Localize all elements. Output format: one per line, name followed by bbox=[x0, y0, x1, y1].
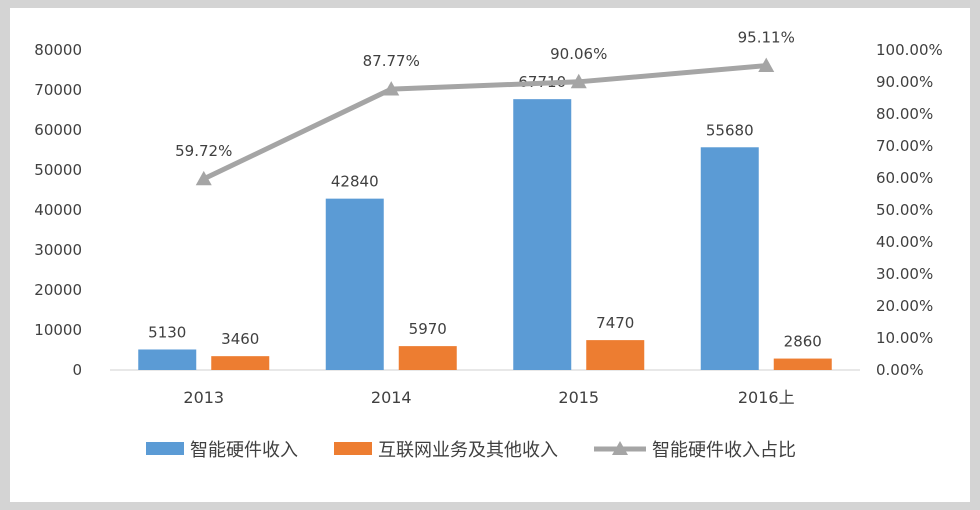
bar-data-label: 3460 bbox=[221, 330, 259, 348]
bar-data-label: 42840 bbox=[331, 173, 379, 191]
x-tick-label: 2014 bbox=[371, 388, 412, 407]
x-tick-label: 2015 bbox=[558, 388, 599, 407]
line-data-label: 87.77% bbox=[363, 52, 420, 70]
y2-tick-label: 10.00% bbox=[876, 329, 933, 347]
y-tick-label: 20000 bbox=[34, 281, 82, 299]
y2-tick-label: 0.00% bbox=[876, 361, 924, 379]
y2-tick-label: 100.00% bbox=[876, 41, 943, 59]
y2-tick-label: 50.00% bbox=[876, 201, 933, 219]
bar-hardware-0 bbox=[138, 349, 197, 370]
y2-tick-label: 90.00% bbox=[876, 73, 933, 91]
line-marker-triangle bbox=[383, 81, 400, 96]
line-hardware-share bbox=[202, 63, 767, 182]
y2-tick-label: 70.00% bbox=[876, 137, 933, 155]
bar-hardware-1 bbox=[325, 198, 384, 370]
bar-internet-3 bbox=[773, 358, 832, 370]
legend-triangle-icon bbox=[612, 441, 628, 455]
y-tick-label: 40000 bbox=[34, 201, 82, 219]
line-marker-triangle bbox=[195, 170, 212, 186]
legend-label: 互联网业务及其他收入 bbox=[378, 440, 558, 461]
line-data-label: 59.72% bbox=[175, 142, 232, 160]
y2-tick-label: 60.00% bbox=[876, 169, 933, 187]
y2-tick-label: 20.00% bbox=[876, 297, 933, 315]
x-tick-label: 2016上 bbox=[738, 388, 795, 407]
bar-data-label: 5130 bbox=[148, 323, 186, 341]
line-data-label: 95.11% bbox=[738, 29, 795, 47]
y2-tick-label: 80.00% bbox=[876, 105, 933, 123]
bar-hardware-3 bbox=[700, 147, 759, 370]
y-tick-label: 30000 bbox=[34, 241, 82, 259]
y-tick-label: 70000 bbox=[34, 81, 82, 99]
legend-label: 智能硬件收入占比 bbox=[652, 440, 796, 461]
bar-data-label: 55680 bbox=[706, 121, 754, 139]
y-tick-label: 60000 bbox=[34, 121, 82, 139]
legend-label: 智能硬件收入 bbox=[190, 440, 298, 461]
combo-chart: 0 10000 20000 30000 40000 50000 60000 70000 8000… bbox=[34, 29, 943, 461]
chart-frame: 0 10000 20000 30000 40000 50000 60000 70000 8000… bbox=[10, 8, 970, 502]
bar-hardware-2 bbox=[513, 99, 572, 370]
bar-data-label: 5970 bbox=[409, 320, 447, 338]
bar-internet-2 bbox=[586, 340, 645, 370]
y-tick-label: 0 bbox=[72, 361, 82, 379]
x-tick-label: 2013 bbox=[183, 388, 224, 407]
bar-data-label: 7470 bbox=[596, 314, 634, 332]
line-marker-triangle bbox=[758, 57, 775, 73]
y-tick-label: 80000 bbox=[34, 41, 82, 59]
legend-swatch bbox=[146, 442, 184, 455]
y-tick-label: 10000 bbox=[34, 321, 82, 339]
y-tick-label: 50000 bbox=[34, 161, 82, 179]
line-data-label: 90.06% bbox=[550, 45, 607, 63]
y2-tick-label: 30.00% bbox=[876, 265, 933, 283]
y2-tick-label: 40.00% bbox=[876, 233, 933, 251]
bar-data-label: 2860 bbox=[784, 333, 822, 351]
bar-internet-1 bbox=[398, 346, 457, 370]
bar-internet-0 bbox=[211, 356, 270, 370]
legend-swatch bbox=[334, 442, 372, 455]
line-marker-triangle bbox=[570, 73, 587, 89]
